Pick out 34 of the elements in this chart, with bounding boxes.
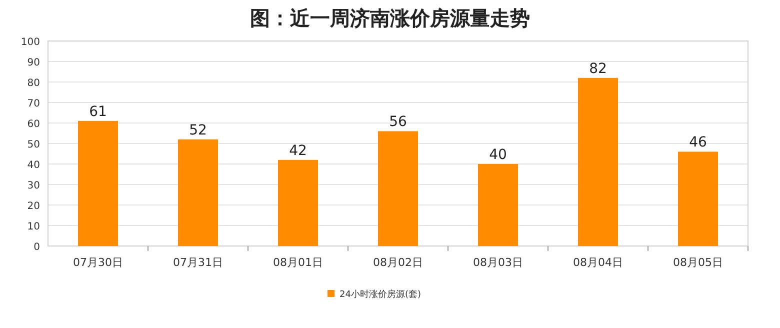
x-tick-label: 08月04日 [573,256,623,269]
data-label: 42 [289,142,307,159]
data-label: 46 [689,134,707,151]
chart-title: 图：近一周济南涨价房源量走势 [250,6,530,30]
bar [678,152,718,246]
bar [478,164,518,246]
bar [178,139,218,246]
y-tick-label: 50 [27,140,40,150]
y-tick-label: 10 [27,222,40,232]
y-tick-label: 100 [20,37,40,48]
y-tick-label: 0 [34,242,40,253]
data-label: 40 [489,147,507,163]
bar [278,160,318,246]
bar [378,131,418,246]
x-tick-label: 08月02日 [373,256,423,269]
y-tick-label: 70 [27,98,40,110]
x-tick-label: 08月05日 [673,256,723,269]
y-tick-label: 60 [27,119,40,130]
legend-label: 24小时涨价房源(套) [340,289,421,300]
x-tick-label: 08月01日 [273,256,323,269]
x-tick-label: 07月30日 [73,256,123,269]
data-label: 52 [189,122,207,138]
data-label: 56 [389,114,407,130]
y-tick-label: 80 [27,78,40,89]
x-tick-label: 07月31日 [173,256,223,269]
y-tick-label: 30 [27,180,40,192]
data-label: 82 [589,60,607,77]
data-label: 61 [89,104,107,120]
y-tick-label: 20 [27,201,40,212]
bar [578,78,618,246]
y-tick-label: 90 [27,58,40,68]
x-tick-label: 08月03日 [473,256,523,269]
bar [78,120,118,246]
y-tick-label: 40 [27,160,40,171]
